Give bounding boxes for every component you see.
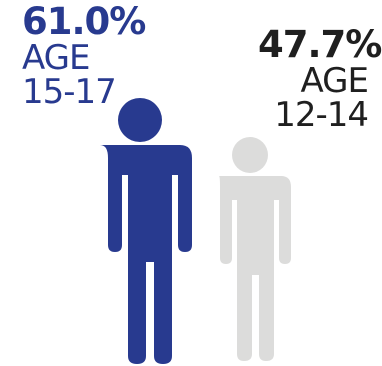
figure-older-head (118, 98, 162, 142)
range-age-15-17: 15-17 (22, 72, 117, 112)
label-age-15-17: AGE (22, 38, 91, 78)
figure-age-15-17-icon (100, 98, 192, 364)
stat-age-12-14: 47.7% AGE 12-14 (258, 23, 382, 135)
label-age-12-14: AGE (300, 61, 370, 101)
figure-age-12-14-icon (219, 137, 291, 361)
percent-age-12-14: 47.7% (258, 23, 382, 66)
figure-younger-body (219, 176, 291, 361)
figure-older-body (100, 145, 192, 364)
figure-younger-head (232, 137, 268, 173)
percent-age-15-17: 61.0% (22, 0, 146, 43)
stat-age-15-17: 61.0% AGE 15-17 (22, 0, 146, 112)
range-age-12-14: 12-14 (274, 95, 369, 135)
